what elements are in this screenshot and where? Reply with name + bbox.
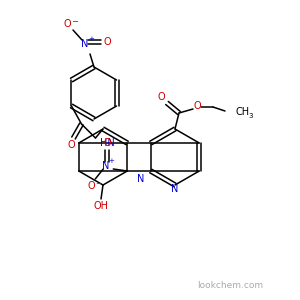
Text: OH: OH <box>94 201 109 211</box>
Text: CH: CH <box>236 107 250 117</box>
Text: O: O <box>87 181 95 191</box>
Text: O: O <box>157 92 165 102</box>
Text: O: O <box>68 140 75 150</box>
Text: N: N <box>137 174 145 184</box>
Text: O: O <box>63 19 71 29</box>
Text: lookchem.com: lookchem.com <box>197 280 263 290</box>
Text: +: + <box>108 158 114 164</box>
Text: N: N <box>81 39 89 49</box>
Text: 3: 3 <box>249 113 253 119</box>
Text: O: O <box>103 37 111 47</box>
Text: N: N <box>171 184 179 194</box>
Text: N: N <box>102 161 109 171</box>
Text: O: O <box>193 101 201 111</box>
Text: +: + <box>88 36 94 42</box>
Text: −: − <box>95 181 101 187</box>
Text: HN: HN <box>100 138 115 148</box>
Text: O: O <box>103 138 111 148</box>
Text: −: − <box>71 17 79 26</box>
